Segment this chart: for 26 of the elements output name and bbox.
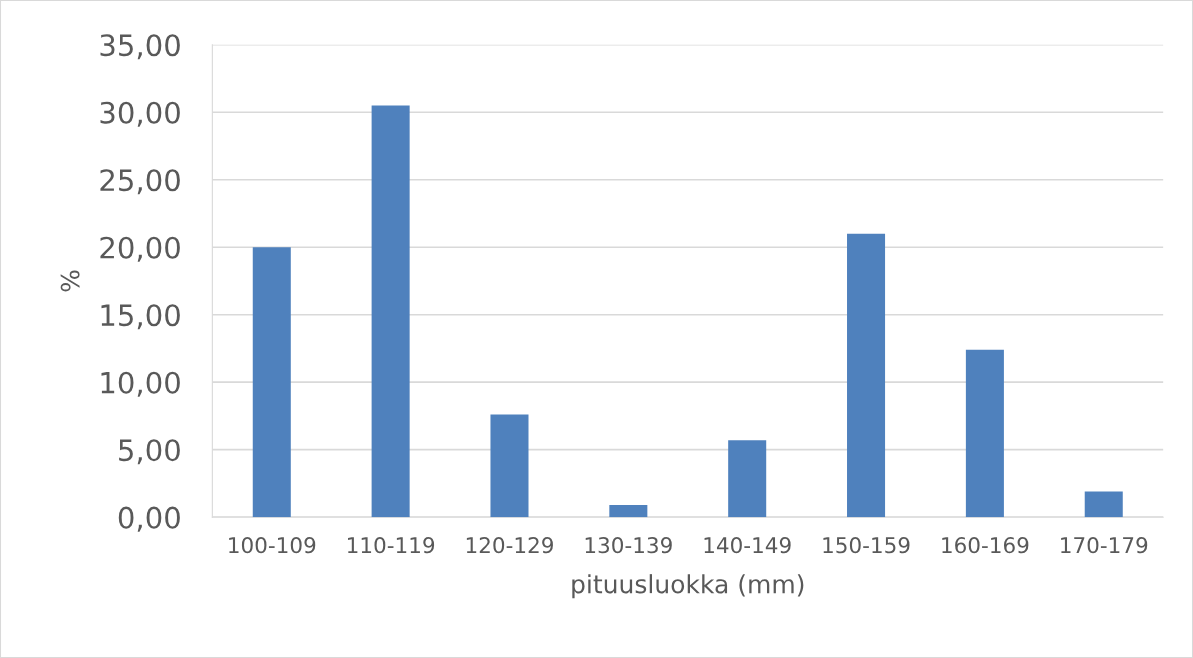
y-axis-title: %	[60, 270, 80, 292]
bar	[371, 105, 410, 518]
y-tick-label: 35,00	[100, 34, 180, 60]
x-tick-label: 170-179	[1061, 537, 1148, 554]
x-tick-label: 150-159	[823, 537, 910, 554]
x-tick-label: 160-169	[942, 537, 1029, 554]
y-tick-label: 10,00	[101, 371, 180, 397]
y-tick-label: 30,00	[100, 101, 180, 127]
bar	[252, 247, 291, 518]
x-tick-label: 140-149	[704, 537, 791, 554]
x-tick-label: 130-139	[585, 537, 672, 554]
y-tick-label: 20,00	[100, 236, 180, 262]
y-tick-label: 25,00	[100, 169, 180, 195]
x-tick-label: 110-119	[348, 537, 435, 554]
y-tick-label: 0,00	[118, 506, 180, 532]
x-tick-label: 100-109	[229, 537, 316, 554]
x-axis-title: pituusluokka (mm)	[572, 574, 804, 599]
y-tick-label: 5,00	[119, 439, 180, 465]
bar	[609, 505, 648, 518]
bar	[1084, 491, 1123, 518]
x-tick-label: 120-129	[466, 537, 553, 554]
y-tick-label: 15,00	[101, 304, 180, 330]
bar	[490, 414, 529, 518]
bar	[728, 440, 767, 518]
bar	[847, 233, 886, 518]
bar	[965, 349, 1004, 518]
